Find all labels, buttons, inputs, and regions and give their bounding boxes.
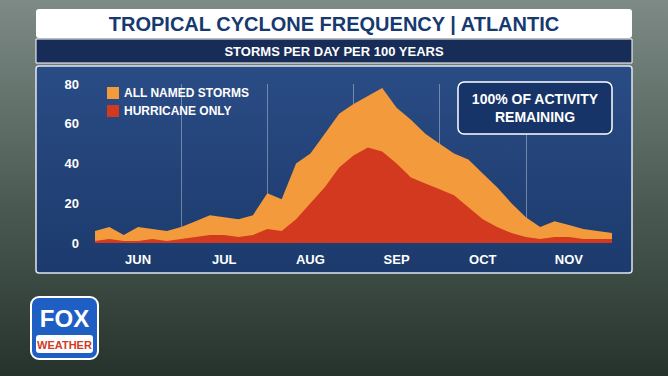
svg-text:STORMS PER DAY PER 100 YEARS: STORMS PER DAY PER 100 YEARS [224, 44, 443, 59]
svg-text:FOX: FOX [40, 305, 89, 332]
svg-text:HURRICANE ONLY: HURRICANE ONLY [124, 104, 232, 118]
svg-text:80: 80 [65, 77, 79, 92]
svg-text:TROPICAL CYCLONE FREQUENCY | A: TROPICAL CYCLONE FREQUENCY | ATLANTIC [109, 13, 559, 35]
svg-text:JUN: JUN [125, 252, 151, 267]
svg-text:0: 0 [72, 236, 79, 251]
svg-text:AUG: AUG [296, 252, 325, 267]
svg-text:40: 40 [65, 156, 79, 171]
svg-text:100% OF ACTIVITY: 100% OF ACTIVITY [472, 91, 599, 107]
svg-text:20: 20 [65, 196, 79, 211]
svg-text:REMAINING: REMAINING [495, 109, 575, 125]
svg-text:ALL NAMED STORMS: ALL NAMED STORMS [124, 86, 249, 100]
svg-text:60: 60 [65, 116, 79, 131]
svg-text:WEATHER: WEATHER [37, 339, 92, 351]
svg-text:OCT: OCT [469, 252, 497, 267]
svg-text:SEP: SEP [384, 252, 410, 267]
svg-text:JUL: JUL [212, 252, 237, 267]
svg-text:NOV: NOV [555, 252, 584, 267]
